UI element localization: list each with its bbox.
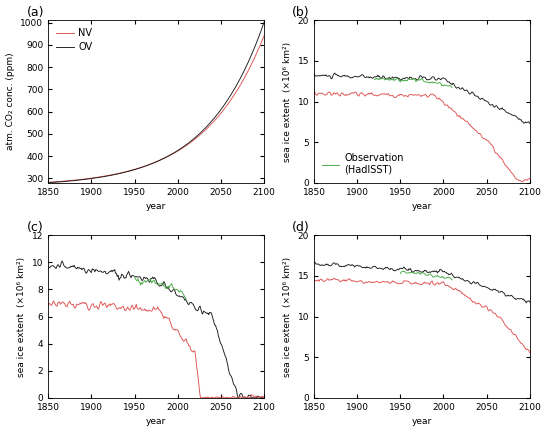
OV bbox=[143, 163, 150, 168]
Text: (b): (b) bbox=[292, 6, 310, 19]
Line: NV: NV bbox=[48, 36, 264, 182]
NV bbox=[173, 149, 179, 155]
NV bbox=[191, 137, 197, 143]
Y-axis label: atm. CO₂ conc. (ppm): atm. CO₂ conc. (ppm) bbox=[6, 53, 15, 150]
Y-axis label: sea ice extent  (×10⁶ km²): sea ice extent (×10⁶ km²) bbox=[283, 41, 292, 162]
Legend: Observation
(HadISST): Observation (HadISST) bbox=[319, 150, 406, 178]
OV bbox=[130, 168, 136, 173]
Y-axis label: sea ice extent  (×10⁶ km²): sea ice extent (×10⁶ km²) bbox=[283, 257, 292, 377]
OV bbox=[173, 149, 179, 154]
X-axis label: year: year bbox=[412, 417, 432, 426]
Text: (d): (d) bbox=[292, 221, 310, 234]
OV bbox=[207, 120, 214, 125]
Line: OV: OV bbox=[48, 22, 264, 183]
NV bbox=[45, 180, 51, 185]
NV bbox=[260, 33, 267, 38]
X-axis label: year: year bbox=[146, 202, 166, 211]
Y-axis label: sea ice extent  (×10⁶ km²): sea ice extent (×10⁶ km²) bbox=[18, 257, 26, 377]
OV bbox=[45, 180, 51, 185]
NV bbox=[207, 122, 214, 127]
X-axis label: year: year bbox=[146, 417, 166, 426]
OV bbox=[175, 147, 182, 152]
X-axis label: year: year bbox=[412, 202, 432, 211]
OV bbox=[260, 20, 267, 25]
Text: (c): (c) bbox=[27, 221, 44, 234]
NV bbox=[143, 163, 150, 168]
OV bbox=[191, 136, 197, 141]
Legend: NV, OV: NV, OV bbox=[53, 25, 95, 55]
NV bbox=[130, 167, 136, 172]
Text: (a): (a) bbox=[26, 6, 44, 19]
NV bbox=[175, 148, 182, 153]
